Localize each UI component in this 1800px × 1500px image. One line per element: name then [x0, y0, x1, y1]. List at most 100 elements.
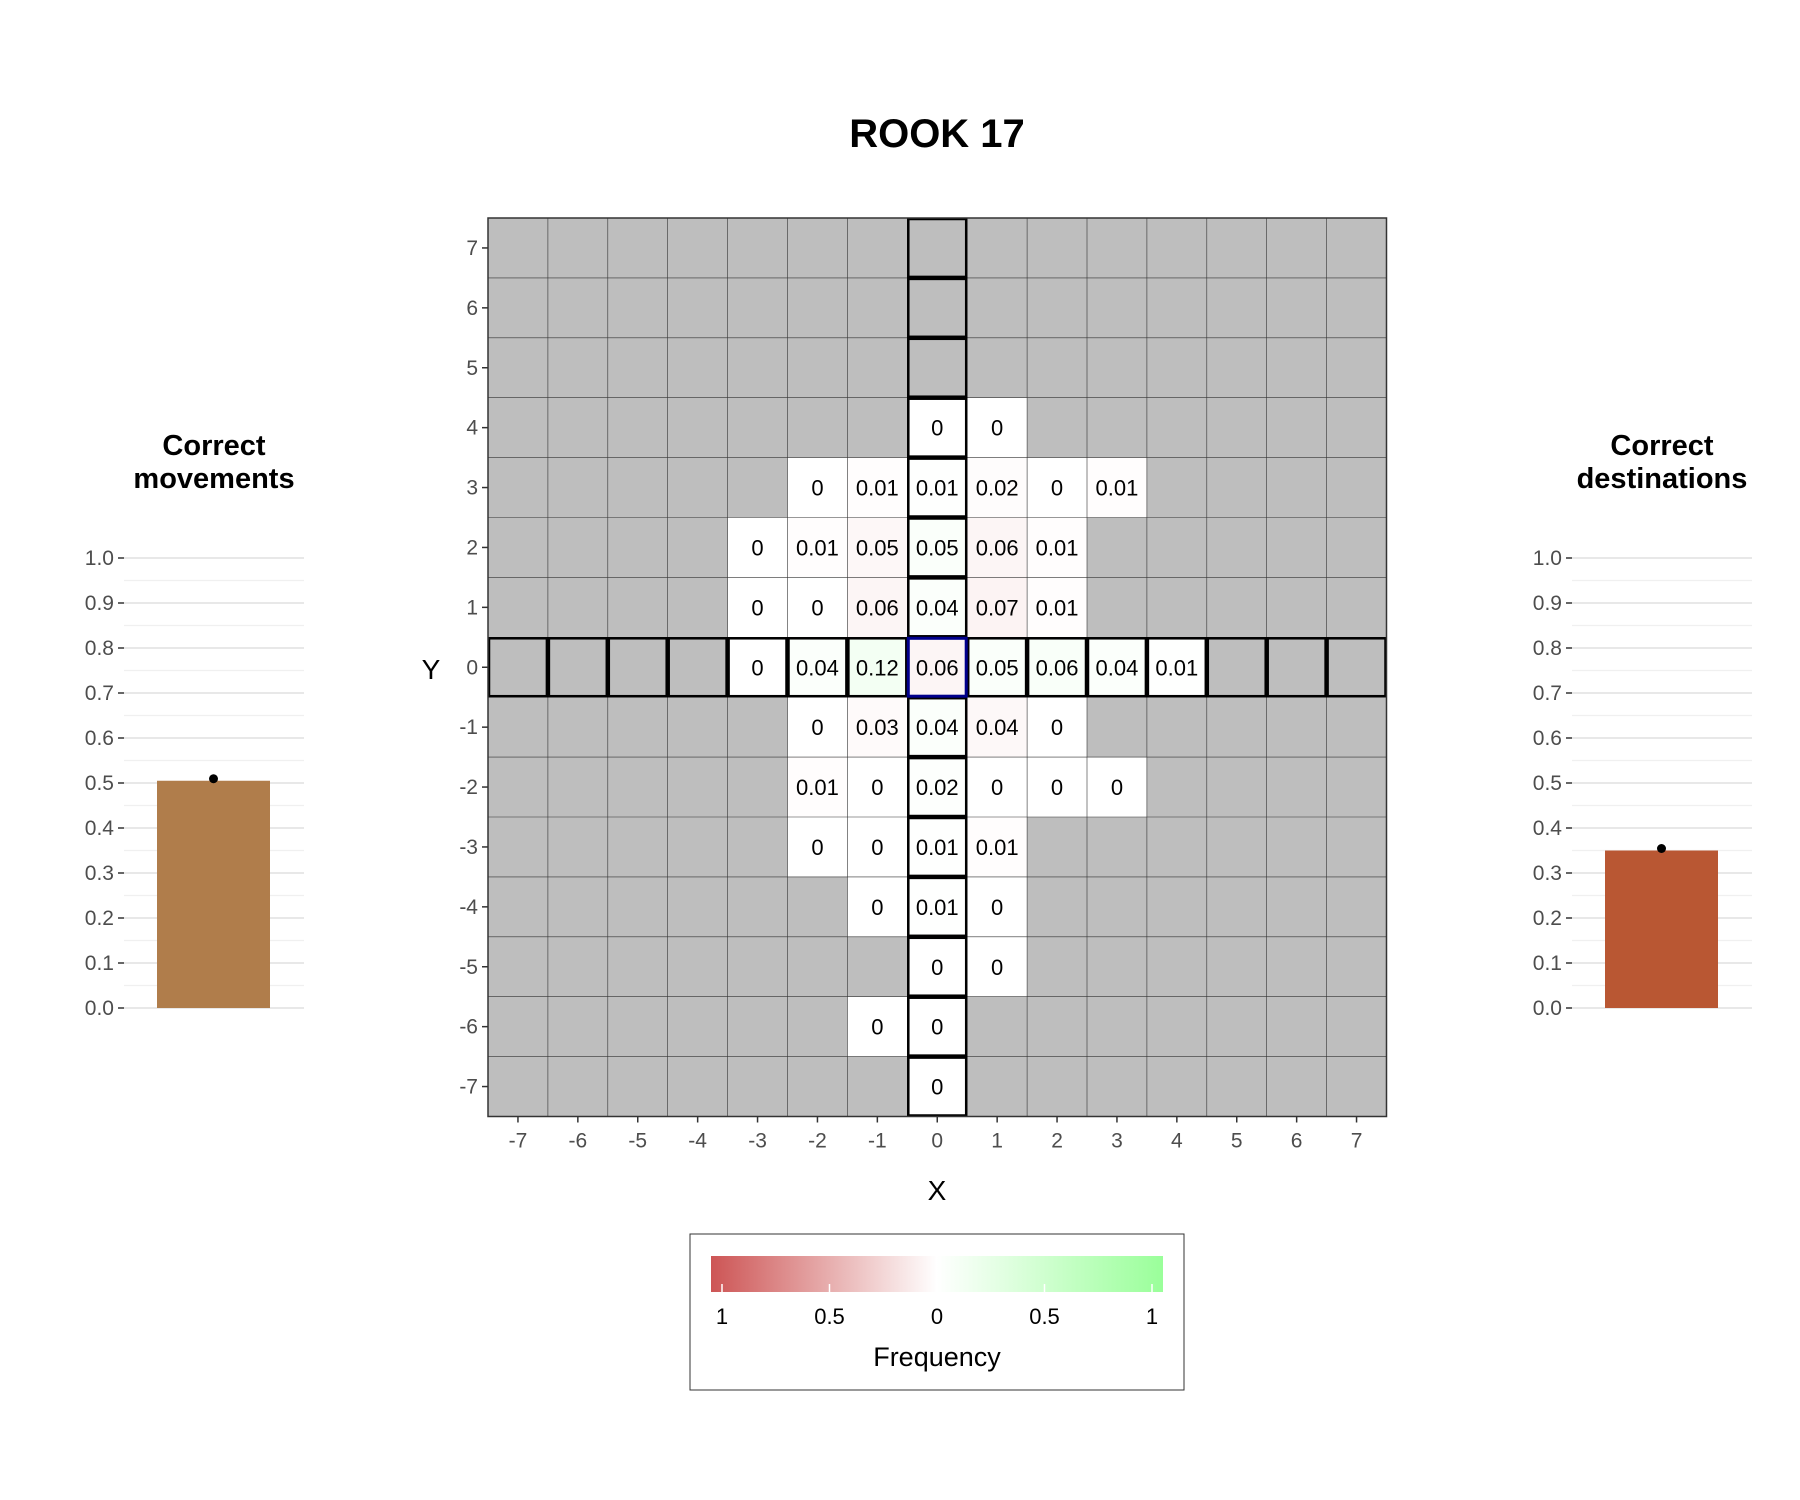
cell-label: 0.01 — [796, 535, 839, 560]
cell-label: 0 — [1111, 775, 1123, 800]
cell-label: 0.01 — [796, 775, 839, 800]
heatmap-cell — [907, 517, 968, 578]
legal-move-outline — [667, 637, 728, 698]
legal-move-outline — [907, 816, 968, 878]
cell-label: 0.07 — [976, 595, 1019, 620]
cell-label: 0.01 — [916, 835, 959, 860]
y-tick-label: 0.0 — [1533, 997, 1562, 1020]
heatmap-cell — [787, 517, 848, 578]
heatmap-cell — [847, 697, 908, 758]
cell-label: 0.05 — [916, 535, 959, 560]
y-tick-label: 1.0 — [85, 547, 114, 570]
heatmap-cell — [847, 517, 908, 578]
y-tick-label: 0.6 — [85, 727, 114, 750]
heatmap-cell — [1027, 697, 1087, 758]
heatmap-cell — [1087, 637, 1147, 698]
y-tick-label: 0.1 — [1533, 952, 1562, 975]
heatmap-cell — [787, 577, 848, 638]
cell-label: 0.01 — [1155, 655, 1198, 680]
cell-label: 0.01 — [1036, 595, 1079, 620]
cell-label: 0.05 — [976, 655, 1019, 680]
cell-label: 0.03 — [856, 715, 899, 740]
cell-label: 0 — [811, 595, 823, 620]
correct-movements-panel: 0.0 0.1 0.2 0.3 0.4 0.5 0.6 0.7 0.8 0.9 1.0 Correct… — [85, 430, 304, 1020]
y-tick-label: -5 — [459, 956, 478, 979]
y-tick-label: 0 — [466, 656, 478, 679]
y-tick-label: 1.0 — [1533, 547, 1562, 570]
heatmap-cell — [727, 517, 788, 578]
legend-tick-label: 0.5 — [814, 1304, 845, 1329]
heatmap-cell — [907, 757, 968, 817]
heatmap-cell — [1027, 457, 1087, 518]
x-tick-label: -1 — [868, 1130, 887, 1153]
heatmap-cell — [907, 577, 968, 638]
panel-title: Correct — [162, 430, 265, 462]
panel-title: movements — [133, 463, 294, 495]
heatmap-cell — [907, 637, 968, 698]
y-tick-label: 0.5 — [85, 772, 114, 795]
bar-point — [1657, 844, 1666, 853]
heatmap-cell — [967, 457, 1028, 518]
heatmap-cell — [907, 457, 968, 518]
heatmap-cell — [907, 397, 968, 458]
x-tick-label: -4 — [688, 1130, 707, 1153]
heatmap-cell — [967, 876, 1028, 937]
panel-title: destinations — [1577, 463, 1748, 495]
cell-label: 0.04 — [916, 595, 959, 620]
heatmap-cell — [967, 817, 1028, 877]
heatmap-cell — [1146, 637, 1207, 698]
cell-label: 0 — [931, 416, 943, 441]
cell-label: 0 — [811, 715, 823, 740]
legal-move-outline — [787, 637, 848, 698]
y-tick-label: -6 — [459, 1016, 478, 1039]
legal-move-outline — [907, 936, 968, 997]
heatmap-cell — [787, 817, 848, 877]
y-tick-label: -3 — [459, 836, 478, 859]
legal-move-outline — [727, 637, 788, 698]
cell-label: 0 — [751, 595, 763, 620]
y-tick-label: 0.8 — [1533, 637, 1562, 660]
cell-label: 0 — [871, 1015, 883, 1040]
heatmap-cell — [907, 996, 968, 1057]
cell-label: 0.01 — [856, 476, 899, 501]
cell-label: 0.01 — [1036, 535, 1079, 560]
cell-label: 0 — [871, 895, 883, 920]
x-tick-label: 0 — [931, 1130, 943, 1153]
heatmap-cell — [967, 757, 1028, 817]
cell-label: 0.01 — [1096, 476, 1139, 501]
y-tick-label: 0.9 — [85, 592, 114, 615]
x-tick-label: 7 — [1351, 1130, 1363, 1153]
y-tick-label: -1 — [459, 716, 478, 739]
heatmap-cell — [907, 1056, 968, 1117]
legal-move-outline — [847, 637, 908, 698]
heatmap-cell — [787, 697, 848, 758]
heatmap-cell — [787, 457, 848, 518]
cell-label: 0 — [931, 1015, 943, 1040]
legal-move-outline — [907, 457, 968, 518]
y-tick-label: 0.1 — [85, 952, 114, 975]
cell-label: 0 — [991, 895, 1003, 920]
legal-move-outline — [607, 637, 668, 698]
y-tick-label: 0.5 — [1533, 772, 1562, 795]
cell-label: 0.02 — [976, 476, 1019, 501]
bar — [157, 780, 270, 1008]
heatmap-panel: 0 0 0 0.01 0.01 0.02 0 0.01 0 0.01 0.05 0.05 0.06 0.0… — [459, 217, 1388, 1153]
legal-move-outline — [1326, 637, 1387, 698]
y-tick-label: 6 — [466, 297, 478, 320]
cell-label: 0 — [931, 955, 943, 980]
x-tick-label: 2 — [1051, 1130, 1063, 1153]
legal-move-outline — [1086, 637, 1148, 698]
y-tick-label: 0.7 — [1533, 682, 1562, 705]
legal-move-outline — [487, 637, 549, 698]
heatmap-cell — [1087, 457, 1147, 518]
y-tick-label: -2 — [459, 776, 478, 799]
legal-move-outline — [1206, 637, 1267, 698]
x-tick-label: 1 — [991, 1130, 1003, 1153]
cell-label: 0.04 — [976, 715, 1019, 740]
cell-label: 0.06 — [916, 655, 959, 680]
heatmap-cell — [847, 757, 908, 817]
cell-label: 0.05 — [856, 535, 899, 560]
legal-move-outline — [907, 517, 968, 578]
y-tick-label: 1 — [466, 596, 478, 619]
